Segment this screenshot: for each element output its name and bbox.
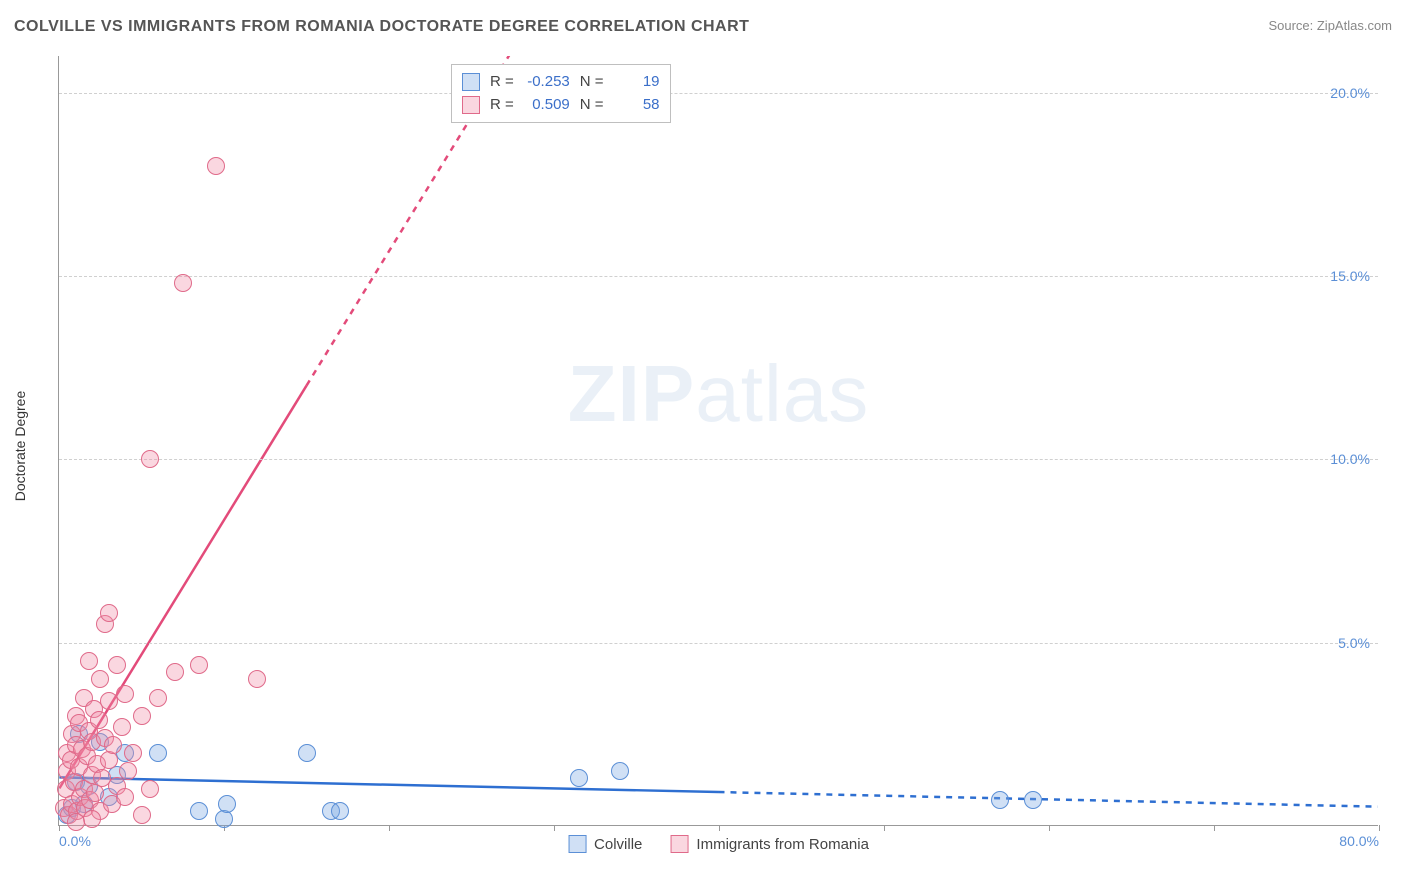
gridline — [59, 459, 1378, 460]
y-tick-label: 10.0% — [1330, 451, 1370, 467]
x-tick-label: 0.0% — [59, 833, 91, 849]
stat-n-label: N = — [580, 71, 604, 94]
data-point-romania — [174, 274, 192, 292]
data-point-romania — [91, 670, 109, 688]
trend-lines — [59, 56, 1378, 825]
stats-row-romania: R = 0.509 N = 58 — [462, 94, 660, 117]
data-point-romania — [113, 718, 131, 736]
data-point-romania — [166, 663, 184, 681]
x-tick — [884, 825, 885, 831]
data-point-colville — [611, 762, 629, 780]
data-point-romania — [141, 780, 159, 798]
x-tick — [554, 825, 555, 831]
stat-r-label: R = — [490, 94, 514, 117]
data-point-romania — [90, 711, 108, 729]
x-tick — [719, 825, 720, 831]
data-point-romania — [141, 450, 159, 468]
data-point-romania — [80, 652, 98, 670]
data-point-romania — [83, 810, 101, 828]
data-point-romania — [149, 689, 167, 707]
data-point-colville — [298, 744, 316, 762]
stat-n-label: N = — [580, 94, 604, 117]
stat-n-value: 58 — [614, 94, 660, 117]
legend-item-colville: Colville — [568, 835, 642, 853]
x-tick-label: 80.0% — [1339, 833, 1379, 849]
data-point-colville — [1024, 791, 1042, 809]
data-point-romania — [207, 157, 225, 175]
x-tick — [59, 825, 60, 831]
legend-label: Immigrants from Romania — [696, 836, 869, 853]
legend-swatch-icon — [568, 835, 586, 853]
legend-label: Colville — [594, 836, 642, 853]
x-tick — [389, 825, 390, 831]
source-label: Source: ZipAtlas.com — [1268, 18, 1392, 33]
y-axis-title: Doctorate Degree — [12, 391, 28, 502]
y-tick-label: 20.0% — [1330, 85, 1370, 101]
data-point-romania — [133, 806, 151, 824]
data-point-colville — [991, 791, 1009, 809]
data-point-colville — [149, 744, 167, 762]
legend-item-romania: Immigrants from Romania — [670, 835, 869, 853]
watermark: ZIPatlas — [568, 348, 869, 440]
stat-r-value: -0.253 — [524, 71, 570, 94]
gridline — [59, 276, 1378, 277]
x-tick — [1379, 825, 1380, 831]
data-point-romania — [67, 813, 85, 831]
data-point-romania — [119, 762, 137, 780]
series-legend: Colville Immigrants from Romania — [568, 835, 869, 853]
trend-line-colville — [719, 792, 1378, 807]
y-tick-label: 15.0% — [1330, 268, 1370, 284]
data-point-romania — [116, 685, 134, 703]
y-tick-label: 5.0% — [1338, 635, 1370, 651]
gridline — [59, 643, 1378, 644]
data-point-romania — [100, 604, 118, 622]
data-point-romania — [133, 707, 151, 725]
stat-n-value: 19 — [614, 71, 660, 94]
data-point-colville — [331, 802, 349, 820]
data-point-romania — [116, 788, 134, 806]
x-tick — [1049, 825, 1050, 831]
stat-r-value: 0.509 — [524, 94, 570, 117]
legend-swatch-icon — [670, 835, 688, 853]
legend-swatch-icon — [462, 73, 480, 91]
stat-r-label: R = — [490, 71, 514, 94]
scatter-plot: ZIPatlas 5.0%10.0%15.0%20.0%0.0%80.0%R =… — [58, 56, 1378, 826]
data-point-romania — [248, 670, 266, 688]
x-tick — [1214, 825, 1215, 831]
stats-row-colville: R = -0.253 N = 19 — [462, 71, 660, 94]
gridline — [59, 93, 1378, 94]
data-point-romania — [124, 744, 142, 762]
data-point-romania — [100, 692, 118, 710]
stats-legend: R = -0.253 N = 19 R = 0.509 N = 58 — [451, 64, 671, 123]
data-point-colville — [570, 769, 588, 787]
data-point-romania — [104, 736, 122, 754]
data-point-colville — [190, 802, 208, 820]
data-point-romania — [190, 656, 208, 674]
data-point-romania — [108, 656, 126, 674]
data-point-colville — [218, 795, 236, 813]
legend-swatch-icon — [462, 96, 480, 114]
chart-title: COLVILLE VS IMMIGRANTS FROM ROMANIA DOCT… — [14, 18, 1392, 36]
